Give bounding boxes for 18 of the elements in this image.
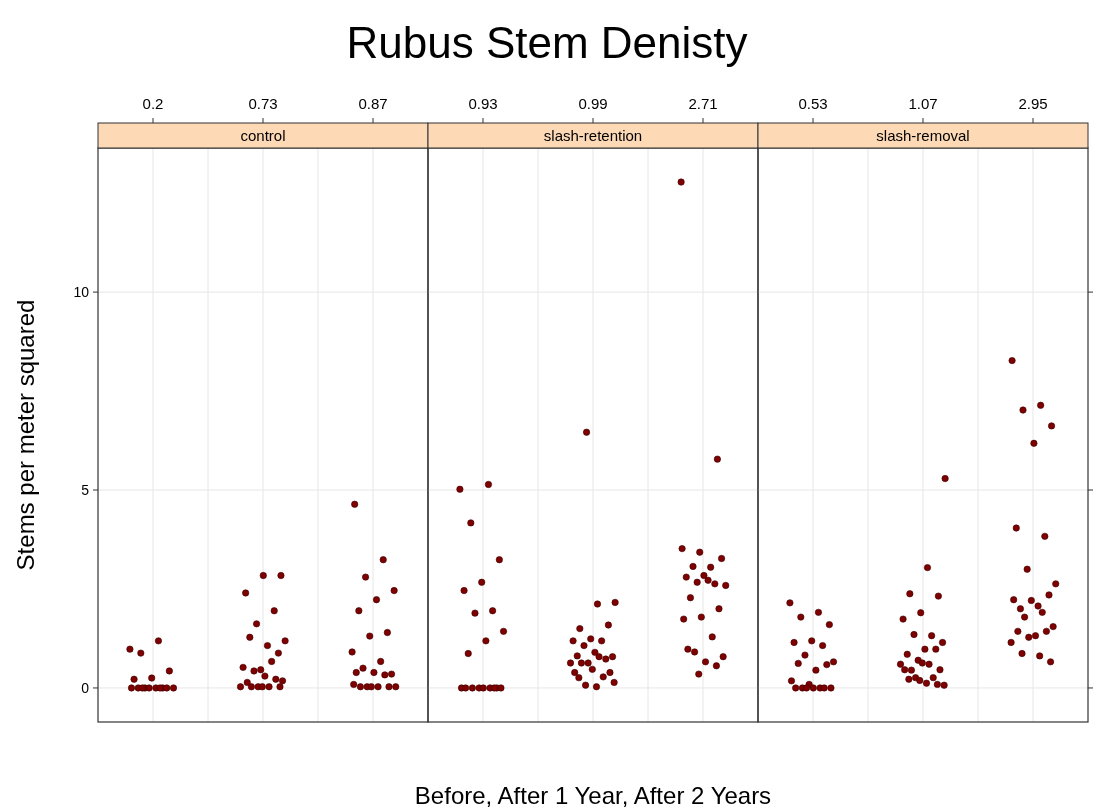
x-tick-label: 2.71 (688, 95, 718, 112)
x-tick-label: 0.99 (578, 95, 608, 112)
chart-subtitle: slash-retention (543, 127, 643, 144)
x-tick-label: 2.95 (1018, 95, 1048, 112)
chart-subtitle: slash-removal (876, 127, 970, 144)
chart-subtitle: control (240, 127, 286, 144)
x-tick-label: 0.73 (248, 95, 278, 112)
y-axis-title: Stems per meter squared (12, 299, 39, 571)
x-tick-label: 0.2 (142, 95, 164, 112)
chart-title: Rubus Stem Denisty (346, 18, 748, 67)
x-tick-label: 0.53 (798, 95, 828, 112)
y-tick-label: 0 (81, 679, 90, 696)
x-axis-title: Before, After 1 Year, After 2 Years (414, 782, 772, 809)
x-tick-label: 0.87 (358, 95, 388, 112)
y-tick-label: 5 (81, 482, 90, 499)
x-tick-label: 0.93 (468, 95, 498, 112)
y-tick-label: 10 (73, 284, 90, 301)
x-tick-label: 1.07 (908, 95, 938, 112)
